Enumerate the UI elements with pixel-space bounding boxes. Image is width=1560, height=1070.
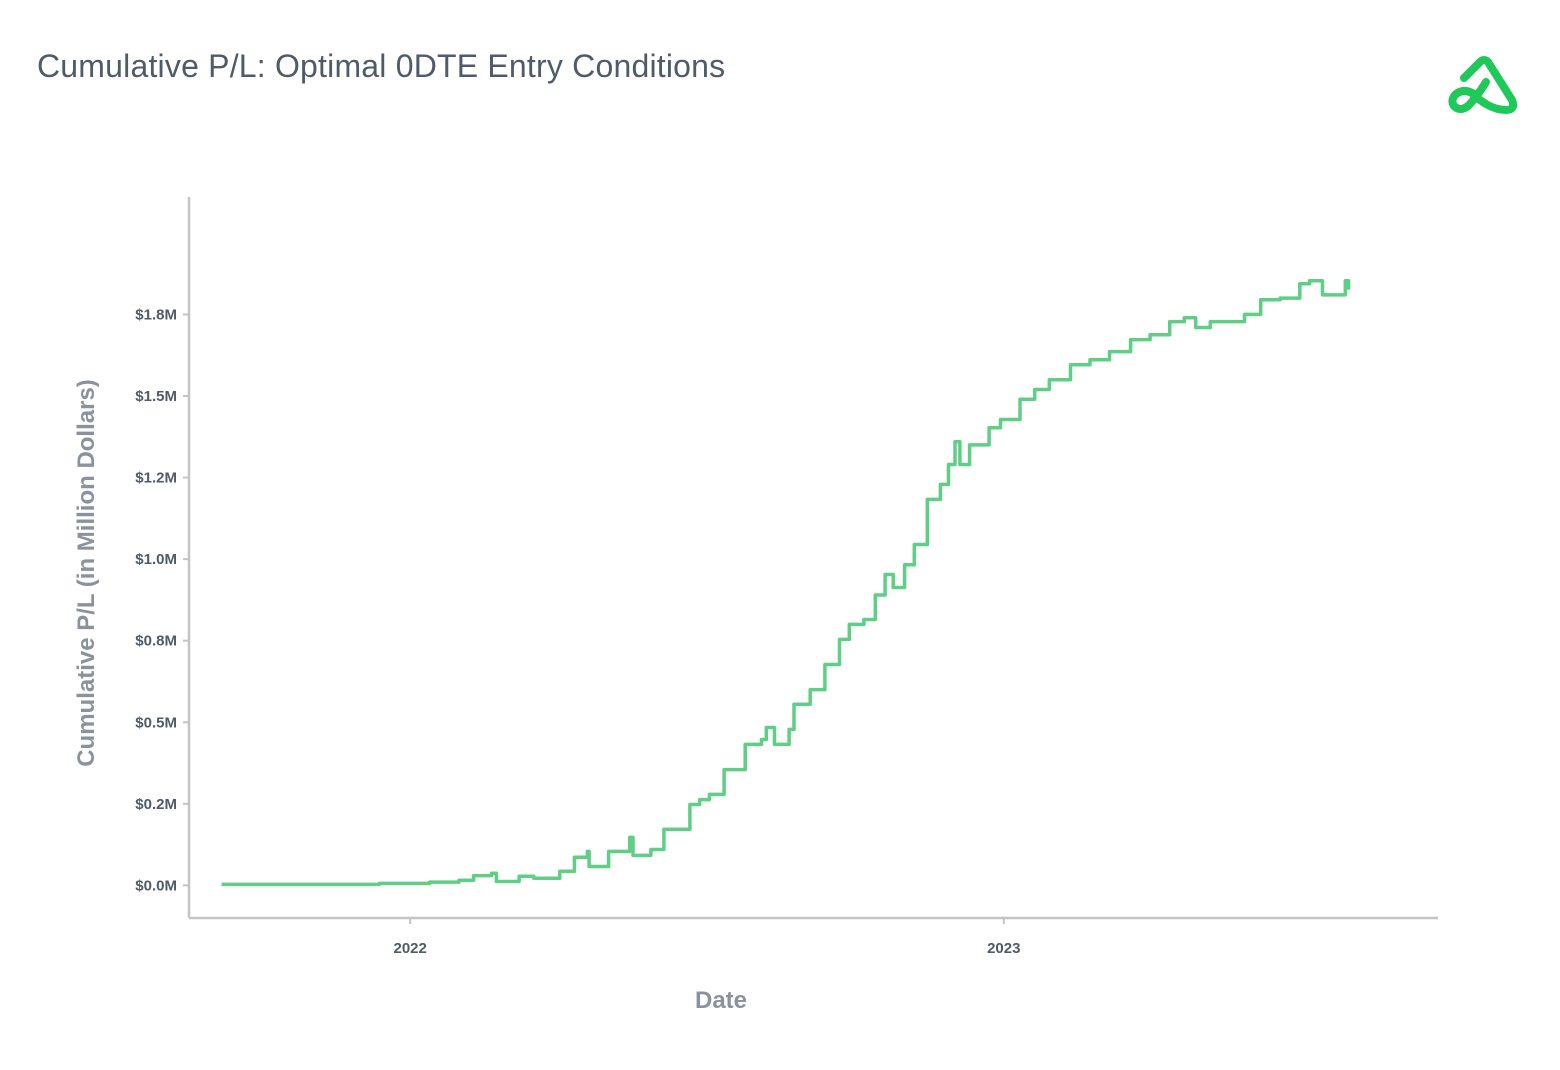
y-tick-label: $1.2M	[135, 470, 177, 487]
ticks: $0.0M $0.2M $0.5M $0.8M $1.0M $1.2M $1.5M $1.8M…	[135, 306, 1020, 957]
y-tick-label: $0.2M	[135, 796, 177, 813]
y-tick-label: $1.5M	[135, 388, 177, 405]
y-tick-label: $0.5M	[135, 714, 177, 731]
x-tick-label: 2023	[987, 940, 1020, 957]
y-axis-title: Cumulative P/L (in Million Dollars)	[73, 379, 100, 767]
y-tick-label: $0.8M	[135, 633, 177, 650]
y-tick-label: $0.0M	[135, 877, 177, 894]
series-line	[221, 279, 1351, 887]
brand-logo-icon	[1448, 56, 1518, 114]
x-axis-title: Date	[695, 987, 747, 1014]
axes	[187, 197, 1438, 920]
y-tick-label: $1.0M	[135, 551, 177, 568]
x-tick-label: 2022	[393, 940, 426, 957]
y-tick-label: $1.8M	[135, 306, 177, 323]
chart-title: Cumulative P/L: Optimal 0DTE Entry Condi…	[37, 48, 726, 84]
